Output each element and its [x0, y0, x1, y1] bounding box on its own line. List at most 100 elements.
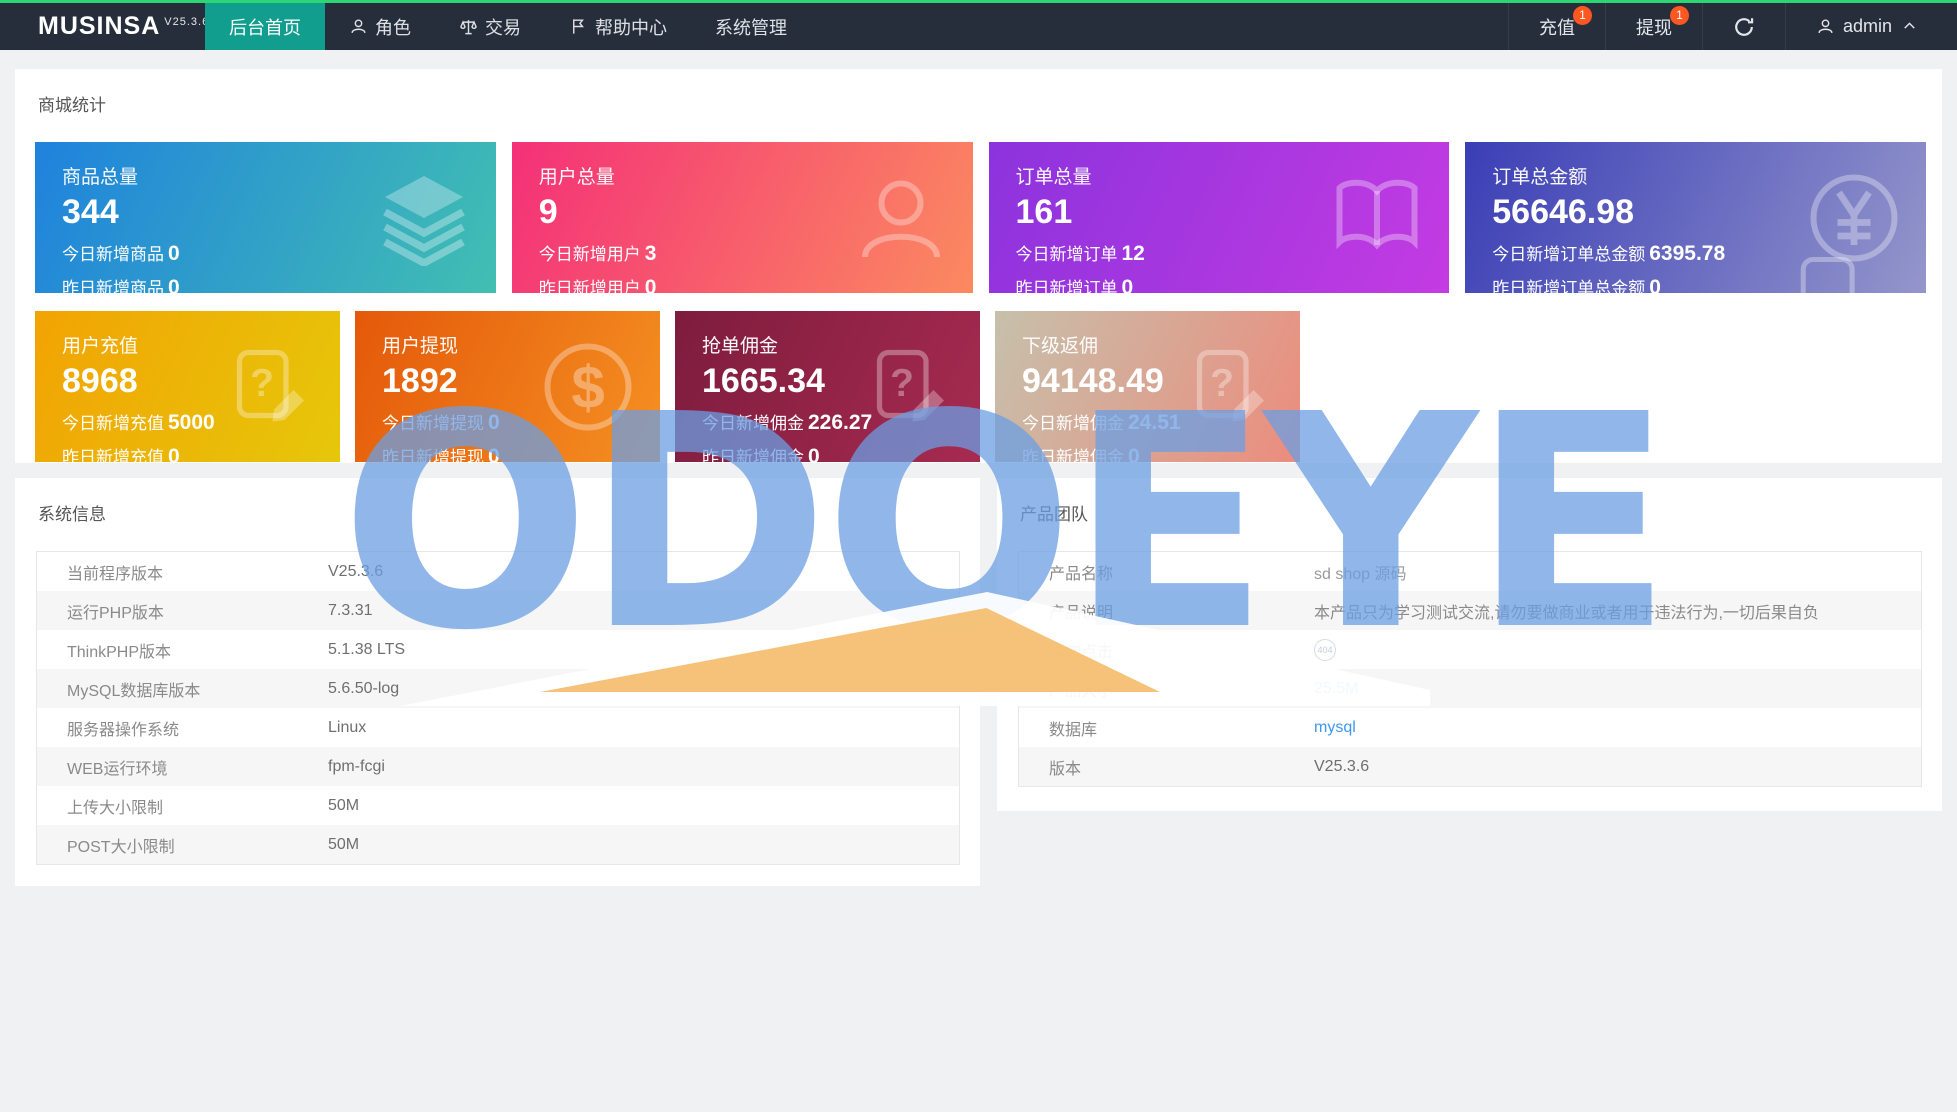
card-line-value: 0 [168, 445, 180, 462]
row-label: ThinkPHP版本 [67, 643, 172, 661]
card-line-value: 6395.78 [1649, 242, 1726, 265]
menu-item-help[interactable]: 帮助中心 [545, 3, 691, 50]
menu-item-system[interactable]: 系统管理 [691, 3, 811, 50]
card-line-label: 今日新增用户 [538, 245, 641, 264]
row-value: fpm-fcgi [328, 757, 385, 775]
card-line-yesterday: 昨日新增商品 0 [62, 274, 496, 293]
recharge-button[interactable]: 充值 1 [1507, 3, 1605, 50]
card-line-value: 0 [808, 445, 820, 462]
card-line-label: 昨日新增佣金 [702, 448, 804, 462]
card-line-value: 0 [168, 276, 180, 293]
table-row: 请勿点击 404 [1019, 630, 1921, 669]
card-line-yesterday: 昨日新增佣金 0 [702, 443, 980, 462]
stat-card-users: 用户总量 9 今日新增用户 3 昨日新增用户 0 [511, 142, 973, 293]
card-line-label: 今日新增商品 [62, 245, 164, 264]
menu-item-label: 系统管理 [715, 17, 787, 38]
scales-icon [460, 20, 477, 35]
card-line-value: 0 [1649, 276, 1661, 293]
card-line-value: 12 [1121, 242, 1145, 265]
card-line-yesterday: 昨日新增用户 0 [539, 274, 973, 293]
refresh-button[interactable] [1701, 3, 1785, 50]
svg-text:?: ? [250, 362, 274, 405]
refresh-icon [1735, 17, 1754, 36]
book-icon [1329, 170, 1425, 266]
row-label: 产品说明 [1049, 604, 1114, 622]
svg-text:?: ? [890, 362, 914, 405]
dollar-icon: $ [540, 339, 636, 435]
menu-item-home[interactable]: 后台首页 [205, 3, 325, 50]
layers-icon [376, 170, 472, 266]
card-title: 商品总量 [62, 167, 139, 188]
doc-pen-icon [1786, 248, 1878, 293]
user-icon [351, 19, 366, 34]
svg-text:?: ? [1210, 362, 1234, 405]
card-title: 用户总量 [538, 167, 615, 188]
card-title: 用户提现 [382, 336, 459, 357]
stat-card-grab-commission: 抢单佣金 1665.34 今日新增佣金 226.27 昨日新增佣金 0 ? [675, 311, 980, 462]
row-label: 运行PHP版本 [67, 604, 164, 622]
withdraw-button[interactable]: 提现 1 [1604, 3, 1702, 50]
card-line-label: 昨日新增佣金 [1022, 448, 1124, 462]
stats-row-1: 商品总量 344 今日新增商品 0 昨日新增商品 0 用户总量 9 今日新增用户 3 … [35, 142, 1926, 293]
card-line-label: 今日新增提现 [382, 414, 484, 433]
table-row: 数据库 mysql [1019, 708, 1921, 747]
card-line-yesterday: 昨日新增订单总金额 0 [1492, 274, 1926, 293]
menu-item-trade[interactable]: 交易 [435, 3, 545, 50]
menu-item-roles[interactable]: 角色 [325, 3, 435, 50]
card-line-value: 226.27 [808, 411, 873, 434]
table-row: 运行PHP版本 7.3.31 [37, 591, 959, 630]
card-line-label: 昨日新增商品 [62, 279, 164, 293]
user-menu[interactable]: admin [1784, 3, 1957, 50]
row-label: 当前程序版本 [67, 565, 164, 583]
row-label: WEB运行环境 [67, 760, 168, 778]
menu-item-label: 角色 [375, 17, 411, 38]
card-line-today: 今日新增充值 5000 [62, 409, 340, 435]
card-line-label: 今日新增订单总金额 [1492, 245, 1646, 264]
row-label: 数据库 [1049, 721, 1098, 739]
row-value: 7.3.31 [328, 601, 373, 619]
menu-item-label: 帮助中心 [595, 17, 667, 38]
table-row: POST大小限制 50M [37, 825, 959, 864]
card-line-label: 昨日新增订单总金额 [1492, 279, 1646, 293]
username: admin [1842, 16, 1892, 36]
product-team-table: 产品名称 sd shop 源码 产品说明 本产品只为学习测试交流,请勿要做商业或者用… [1018, 551, 1922, 787]
card-line-label: 今日新增佣金 [1022, 414, 1124, 433]
doc-pen-icon: ? [220, 339, 316, 435]
svg-text:$: $ [571, 354, 604, 421]
product-size-link[interactable]: 25.5M [1314, 679, 1359, 697]
row-value: Linux [328, 718, 367, 736]
row-label: 版本 [1049, 760, 1082, 778]
person-icon [853, 170, 949, 266]
table-row: 产品名称 sd shop 源码 [1019, 552, 1921, 591]
system-info-panel: 系统信息 当前程序版本 V25.3.6 运行PHP版本 7.3.31 ThinkPH… [15, 478, 980, 886]
card-line-today: 今日新增订单 12 [1016, 240, 1450, 266]
doc-pen-icon: ? [1180, 339, 1276, 435]
card-title: 抢单佣金 [702, 336, 779, 357]
stat-card-order-amount: 订单总金额 56646.98 今日新增订单总金额 6395.78 昨日新增订单总金… [1465, 142, 1926, 293]
user-icon [1818, 19, 1833, 34]
database-link[interactable]: mysql [1314, 718, 1356, 736]
card-line-yesterday: 昨日新增充值 0 [62, 443, 340, 462]
card-line-label: 今日新增佣金 [702, 414, 804, 433]
card-line-today: 今日新增佣金 24.51 [1022, 409, 1300, 435]
row-value: 5.6.50-log [328, 679, 400, 697]
card-line-yesterday: 昨日新增提现 0 [382, 443, 660, 462]
card-line-yesterday: 昨日新增佣金 0 [1022, 443, 1300, 462]
card-line-value: 0 [168, 242, 180, 265]
withdraw-label: 提现 [1635, 17, 1672, 38]
table-row: 服务器操作系统 Linux [37, 708, 959, 747]
row-label: 上传大小限制 [67, 799, 164, 817]
card-line-label: 昨日新增充值 [62, 448, 164, 462]
table-row: 产品大小 25.5M [1019, 669, 1921, 708]
card-line-yesterday: 昨日新增订单 0 [1016, 274, 1450, 293]
card-line-value: 0 [488, 445, 500, 462]
app-version: V25.3.6 [164, 15, 210, 28]
row-value: V25.3.6 [1314, 757, 1370, 775]
table-row: ThinkPHP版本 5.1.38 LTS [37, 630, 959, 669]
emoji-404-icon[interactable]: 404 [1314, 638, 1336, 661]
card-value: 1665.34 [702, 362, 825, 400]
card-line-label: 昨日新增提现 [382, 448, 484, 462]
stat-card-recharge: 用户充值 8968 今日新增充值 5000 昨日新增充值 0 ? [35, 311, 340, 462]
flag-icon [573, 19, 584, 34]
